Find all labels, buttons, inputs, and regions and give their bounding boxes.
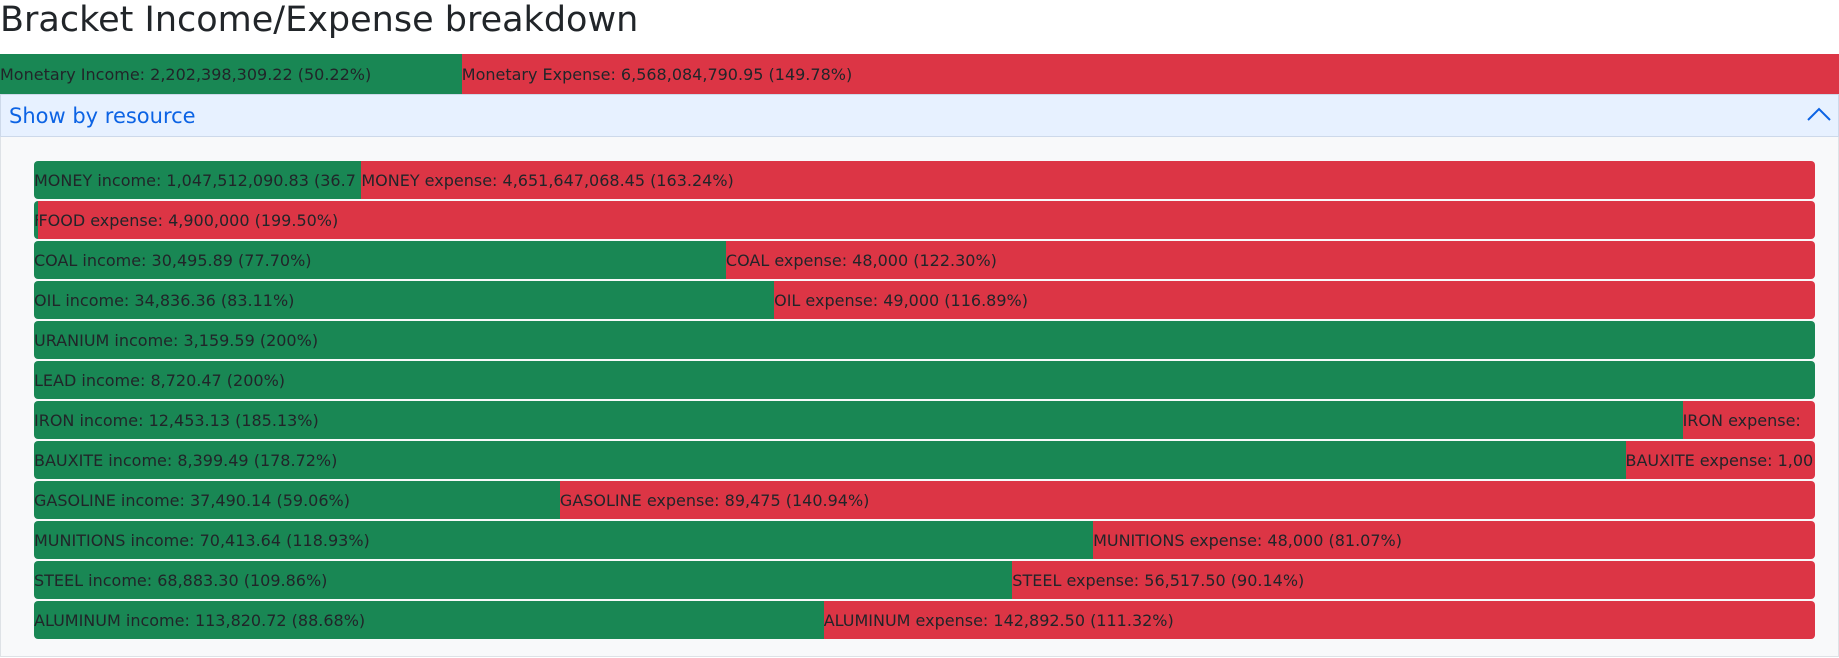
income-label: Monetary Income: 2,202,398,309.22 (50.22… xyxy=(0,64,372,84)
income-label: GASOLINE income: 37,490.14 (59.06%) xyxy=(34,490,350,510)
expense-label: BAUXITE expense: 1,00 xyxy=(1625,450,1814,470)
income-segment: MUNITIONS income: 70,413.64 (118.93%) xyxy=(34,521,1094,559)
expense-label: OIL expense: 49,000 (116.89%) xyxy=(774,290,1028,310)
income-label: COAL income: 30,495.89 (77.70%) xyxy=(34,250,312,270)
expense-label: MUNITIONS expense: 48,000 (81.07%) xyxy=(1093,530,1402,550)
chevron-icon xyxy=(1807,107,1831,121)
income-label: BAUXITE income: 8,399.49 (178.72%) xyxy=(34,450,338,470)
resource-bar: FFOOD expense: 4,900,000 (199.50%) xyxy=(34,201,1815,239)
expense-segment: IRON expense: xyxy=(1682,401,1815,439)
income-label: F xyxy=(34,211,38,230)
resource-bar: GASOLINE income: 37,490.14 (59.06%) GASOL… xyxy=(34,481,1815,519)
summary-bar: Monetary Income: 2,202,398,309.22 (50.22… xyxy=(0,54,1839,94)
income-segment: GASOLINE income: 37,490.14 (59.06%) xyxy=(34,481,560,519)
income-segment: OIL income: 34,836.36 (83.11%) xyxy=(34,281,775,319)
expense-segment: GASOLINE expense: 89,475 (140.94%) xyxy=(559,481,1815,519)
expense-label: GASOLINE expense: 89,475 (140.94%) xyxy=(559,490,870,510)
expense-label: Monetary Expense: 6,568,084,790.95 (149.… xyxy=(461,64,853,84)
page-title: Bracket Income/Expense breakdown xyxy=(0,0,639,40)
resource-bar: OIL income: 34,836.36 (83.11%) OIL expens… xyxy=(34,281,1815,319)
resource-bar: MUNITIONS income: 70,413.64 (118.93%) MUN… xyxy=(34,521,1815,559)
expense-label: STEEL expense: 56,517.50 (90.14%) xyxy=(1012,570,1305,590)
income-segment: BAUXITE income: 8,399.49 (178.72%) xyxy=(34,441,1626,479)
expense-label: COAL expense: 48,000 (122.30%) xyxy=(725,250,997,270)
income-segment: COAL income: 30,495.89 (77.70%) xyxy=(34,241,726,279)
accordion-body: MONEY income: 1,047,512,090.83 (36.7 MONE… xyxy=(0,137,1839,657)
income-segment: IRON income: 12,453.13 (185.13%) xyxy=(34,401,1683,439)
expense-segment: ALUMINUM expense: 142,892.50 (111.32%) xyxy=(823,601,1815,639)
income-label: MONEY income: 1,047,512,090.83 (36.7 xyxy=(34,170,356,190)
expense-segment: FOOD expense: 4,900,000 (199.50%) xyxy=(38,201,1815,239)
expense-segment: MUNITIONS expense: 48,000 (81.07%) xyxy=(1093,521,1815,559)
resource-bar: ALUMINUM income: 113,820.72 (88.68%) ALUM… xyxy=(34,601,1815,639)
expense-segment: STEEL expense: 56,517.50 (90.14%) xyxy=(1012,561,1815,599)
expense-label: IRON expense: xyxy=(1682,410,1801,430)
resource-bar: LEAD income: 8,720.47 (200%) xyxy=(34,361,1815,399)
income-label: OIL income: 34,836.36 (83.11%) xyxy=(34,290,295,310)
accordion-header[interactable]: Show by resource xyxy=(0,94,1839,137)
expense-segment: Monetary Expense: 6,568,084,790.95 (149.… xyxy=(461,54,1839,94)
income-label: MUNITIONS income: 70,413.64 (118.93%) xyxy=(34,530,370,550)
income-label: STEEL income: 68,883.30 (109.86%) xyxy=(34,570,328,590)
income-segment: ALUMINUM income: 113,820.72 (88.68%) xyxy=(34,601,824,639)
resource-bar: STEEL income: 68,883.30 (109.86%) STEEL e… xyxy=(34,561,1815,599)
resource-bar: URANIUM income: 3,159.59 (200%) xyxy=(34,321,1815,359)
expense-segment: MONEY expense: 4,651,647,068.45 (163.24%… xyxy=(361,161,1815,199)
accordion-title: Show by resource xyxy=(9,103,196,128)
income-segment: STEEL income: 68,883.30 (109.86%) xyxy=(34,561,1013,599)
income-segment: Monetary Income: 2,202,398,309.22 (50.22… xyxy=(0,54,462,94)
expense-segment: COAL expense: 48,000 (122.30%) xyxy=(725,241,1815,279)
expense-label: ALUMINUM expense: 142,892.50 (111.32%) xyxy=(823,610,1174,630)
expense-label: MONEY expense: 4,651,647,068.45 (163.24%… xyxy=(361,170,734,190)
expense-label: FOOD expense: 4,900,000 (199.50%) xyxy=(38,210,339,230)
income-segment: MONEY income: 1,047,512,090.83 (36.7 xyxy=(34,161,362,199)
resource-bar: IRON income: 12,453.13 (185.13%) IRON exp… xyxy=(34,401,1815,439)
income-label: IRON income: 12,453.13 (185.13%) xyxy=(34,410,319,430)
expense-segment: BAUXITE expense: 1,00 xyxy=(1625,441,1815,479)
resource-bar: BAUXITE income: 8,399.49 (178.72%) BAUXIT… xyxy=(34,441,1815,479)
income-segment: F xyxy=(34,201,39,239)
expense-segment: OIL expense: 49,000 (116.89%) xyxy=(774,281,1815,319)
resource-bar: MONEY income: 1,047,512,090.83 (36.7 MONE… xyxy=(34,161,1815,199)
income-label: LEAD income: 8,720.47 (200%) xyxy=(34,370,286,390)
resource-bar: COAL income: 30,495.89 (77.70%) COAL expe… xyxy=(34,241,1815,279)
income-label: URANIUM income: 3,159.59 (200%) xyxy=(34,330,319,350)
resource-list: MONEY income: 1,047,512,090.83 (36.7 MONE… xyxy=(34,161,1815,641)
income-segment: URANIUM income: 3,159.59 (200%) xyxy=(34,321,1815,359)
income-label: ALUMINUM income: 113,820.72 (88.68%) xyxy=(34,610,366,630)
income-segment: LEAD income: 8,720.47 (200%) xyxy=(34,361,1815,399)
